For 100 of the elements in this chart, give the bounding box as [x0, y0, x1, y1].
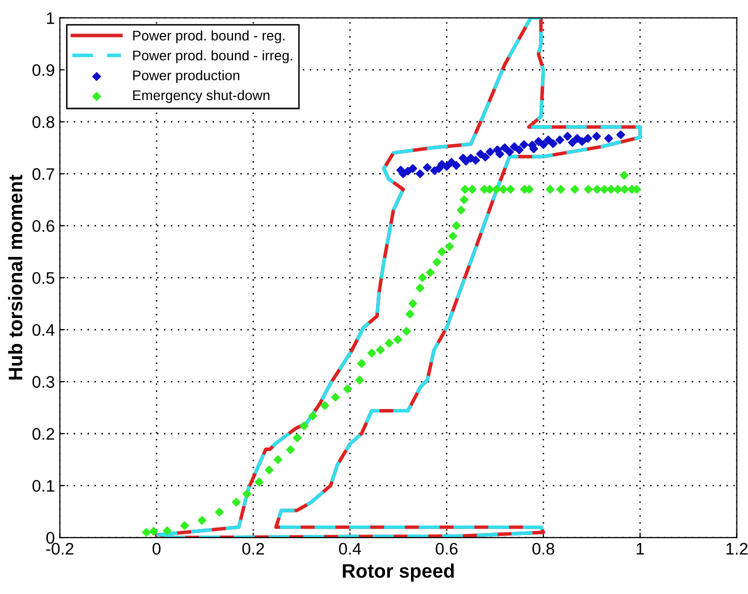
point: [460, 195, 468, 204]
point: [408, 299, 418, 308]
y-tick-label: 0: [46, 532, 54, 544]
point: [480, 152, 490, 162]
point: [500, 143, 510, 152]
point: [486, 148, 495, 156]
x-tick-label: 0.4: [339, 542, 362, 555]
x-tick-label: 0.8: [532, 542, 554, 555]
point: [452, 221, 461, 230]
point: [534, 137, 543, 146]
point: [215, 508, 224, 516]
point: [570, 184, 580, 194]
x-tick-label: 0.6: [436, 542, 458, 555]
point: [563, 132, 572, 141]
x-tick-label: 1: [636, 543, 644, 555]
point: [616, 130, 626, 140]
point: [320, 401, 330, 410]
y-tick-label: 0.6: [32, 220, 54, 232]
x-tick-label: 1.2: [726, 542, 748, 555]
point: [286, 445, 295, 454]
point: [498, 184, 508, 194]
point: [456, 206, 466, 214]
y-tick-label: 0.7: [32, 168, 54, 180]
point: [418, 273, 427, 282]
y-tick-label: 0.2: [32, 428, 54, 440]
point: [471, 156, 480, 165]
point: [514, 145, 524, 154]
point: [406, 310, 414, 318]
point: [620, 184, 629, 194]
point: [264, 466, 274, 474]
y-tick-label: 0.3: [32, 376, 54, 388]
point: [384, 338, 394, 348]
point: [393, 335, 402, 344]
point: [448, 232, 458, 240]
y-tick-label: 0.4: [32, 324, 54, 336]
legend-label: Power production: [133, 70, 240, 84]
point: [592, 132, 601, 141]
point: [331, 392, 340, 402]
point: [232, 498, 241, 507]
point: [584, 184, 593, 194]
point: [416, 284, 424, 292]
point: [445, 242, 454, 251]
point: [583, 134, 592, 143]
point: [437, 247, 446, 256]
point: [492, 184, 501, 194]
point: [506, 184, 515, 194]
point: [149, 526, 158, 536]
point: [606, 184, 616, 194]
point: [539, 140, 548, 150]
point: [198, 516, 206, 525]
point: [416, 169, 424, 178]
legend-label: Emergency shut-down: [133, 90, 270, 103]
point: [292, 433, 302, 442]
point: [422, 163, 432, 172]
x-tick-label: 0.2: [242, 542, 264, 555]
point: [520, 140, 528, 150]
point: [510, 142, 519, 152]
point: [367, 348, 376, 358]
point: [308, 412, 318, 420]
y-tick-label: 0.8: [32, 116, 54, 128]
point: [578, 137, 586, 146]
point: [357, 359, 366, 368]
point: [274, 455, 282, 464]
point: [242, 490, 252, 498]
point: [432, 258, 442, 266]
point: [604, 134, 614, 143]
point: [343, 384, 352, 394]
point: [555, 136, 564, 144]
point: [495, 150, 504, 158]
point: [254, 478, 264, 486]
point: [568, 138, 577, 147]
y-tick-label: 0.5: [32, 272, 54, 284]
legend-label: Power prod. bound - reg.: [133, 30, 284, 44]
point: [426, 268, 435, 277]
point: [300, 421, 308, 430]
point: [180, 521, 189, 530]
x-tick-label: -0.2: [46, 542, 74, 555]
point: [476, 150, 485, 158]
point: [408, 164, 418, 173]
y-tick-label: 0.9: [32, 64, 54, 76]
x-axis-title: Rotor speed: [342, 564, 454, 582]
point: [452, 161, 461, 170]
point: [600, 184, 609, 194]
point: [592, 184, 602, 194]
point: [556, 184, 566, 194]
point: [572, 134, 582, 143]
point: [442, 162, 452, 171]
point: [548, 139, 558, 148]
point: [468, 184, 477, 194]
point: [376, 346, 385, 354]
point: [546, 184, 555, 194]
point: [460, 184, 470, 194]
y-tick-label: 0.1: [32, 480, 54, 492]
point: [402, 326, 411, 336]
legend-label: Power prod. bound - irreg.: [133, 50, 292, 64]
point: [505, 148, 514, 156]
y-axis-title: Hub torsional moment: [8, 174, 22, 380]
point: [162, 526, 172, 536]
point: [355, 376, 364, 384]
point: [142, 528, 151, 537]
